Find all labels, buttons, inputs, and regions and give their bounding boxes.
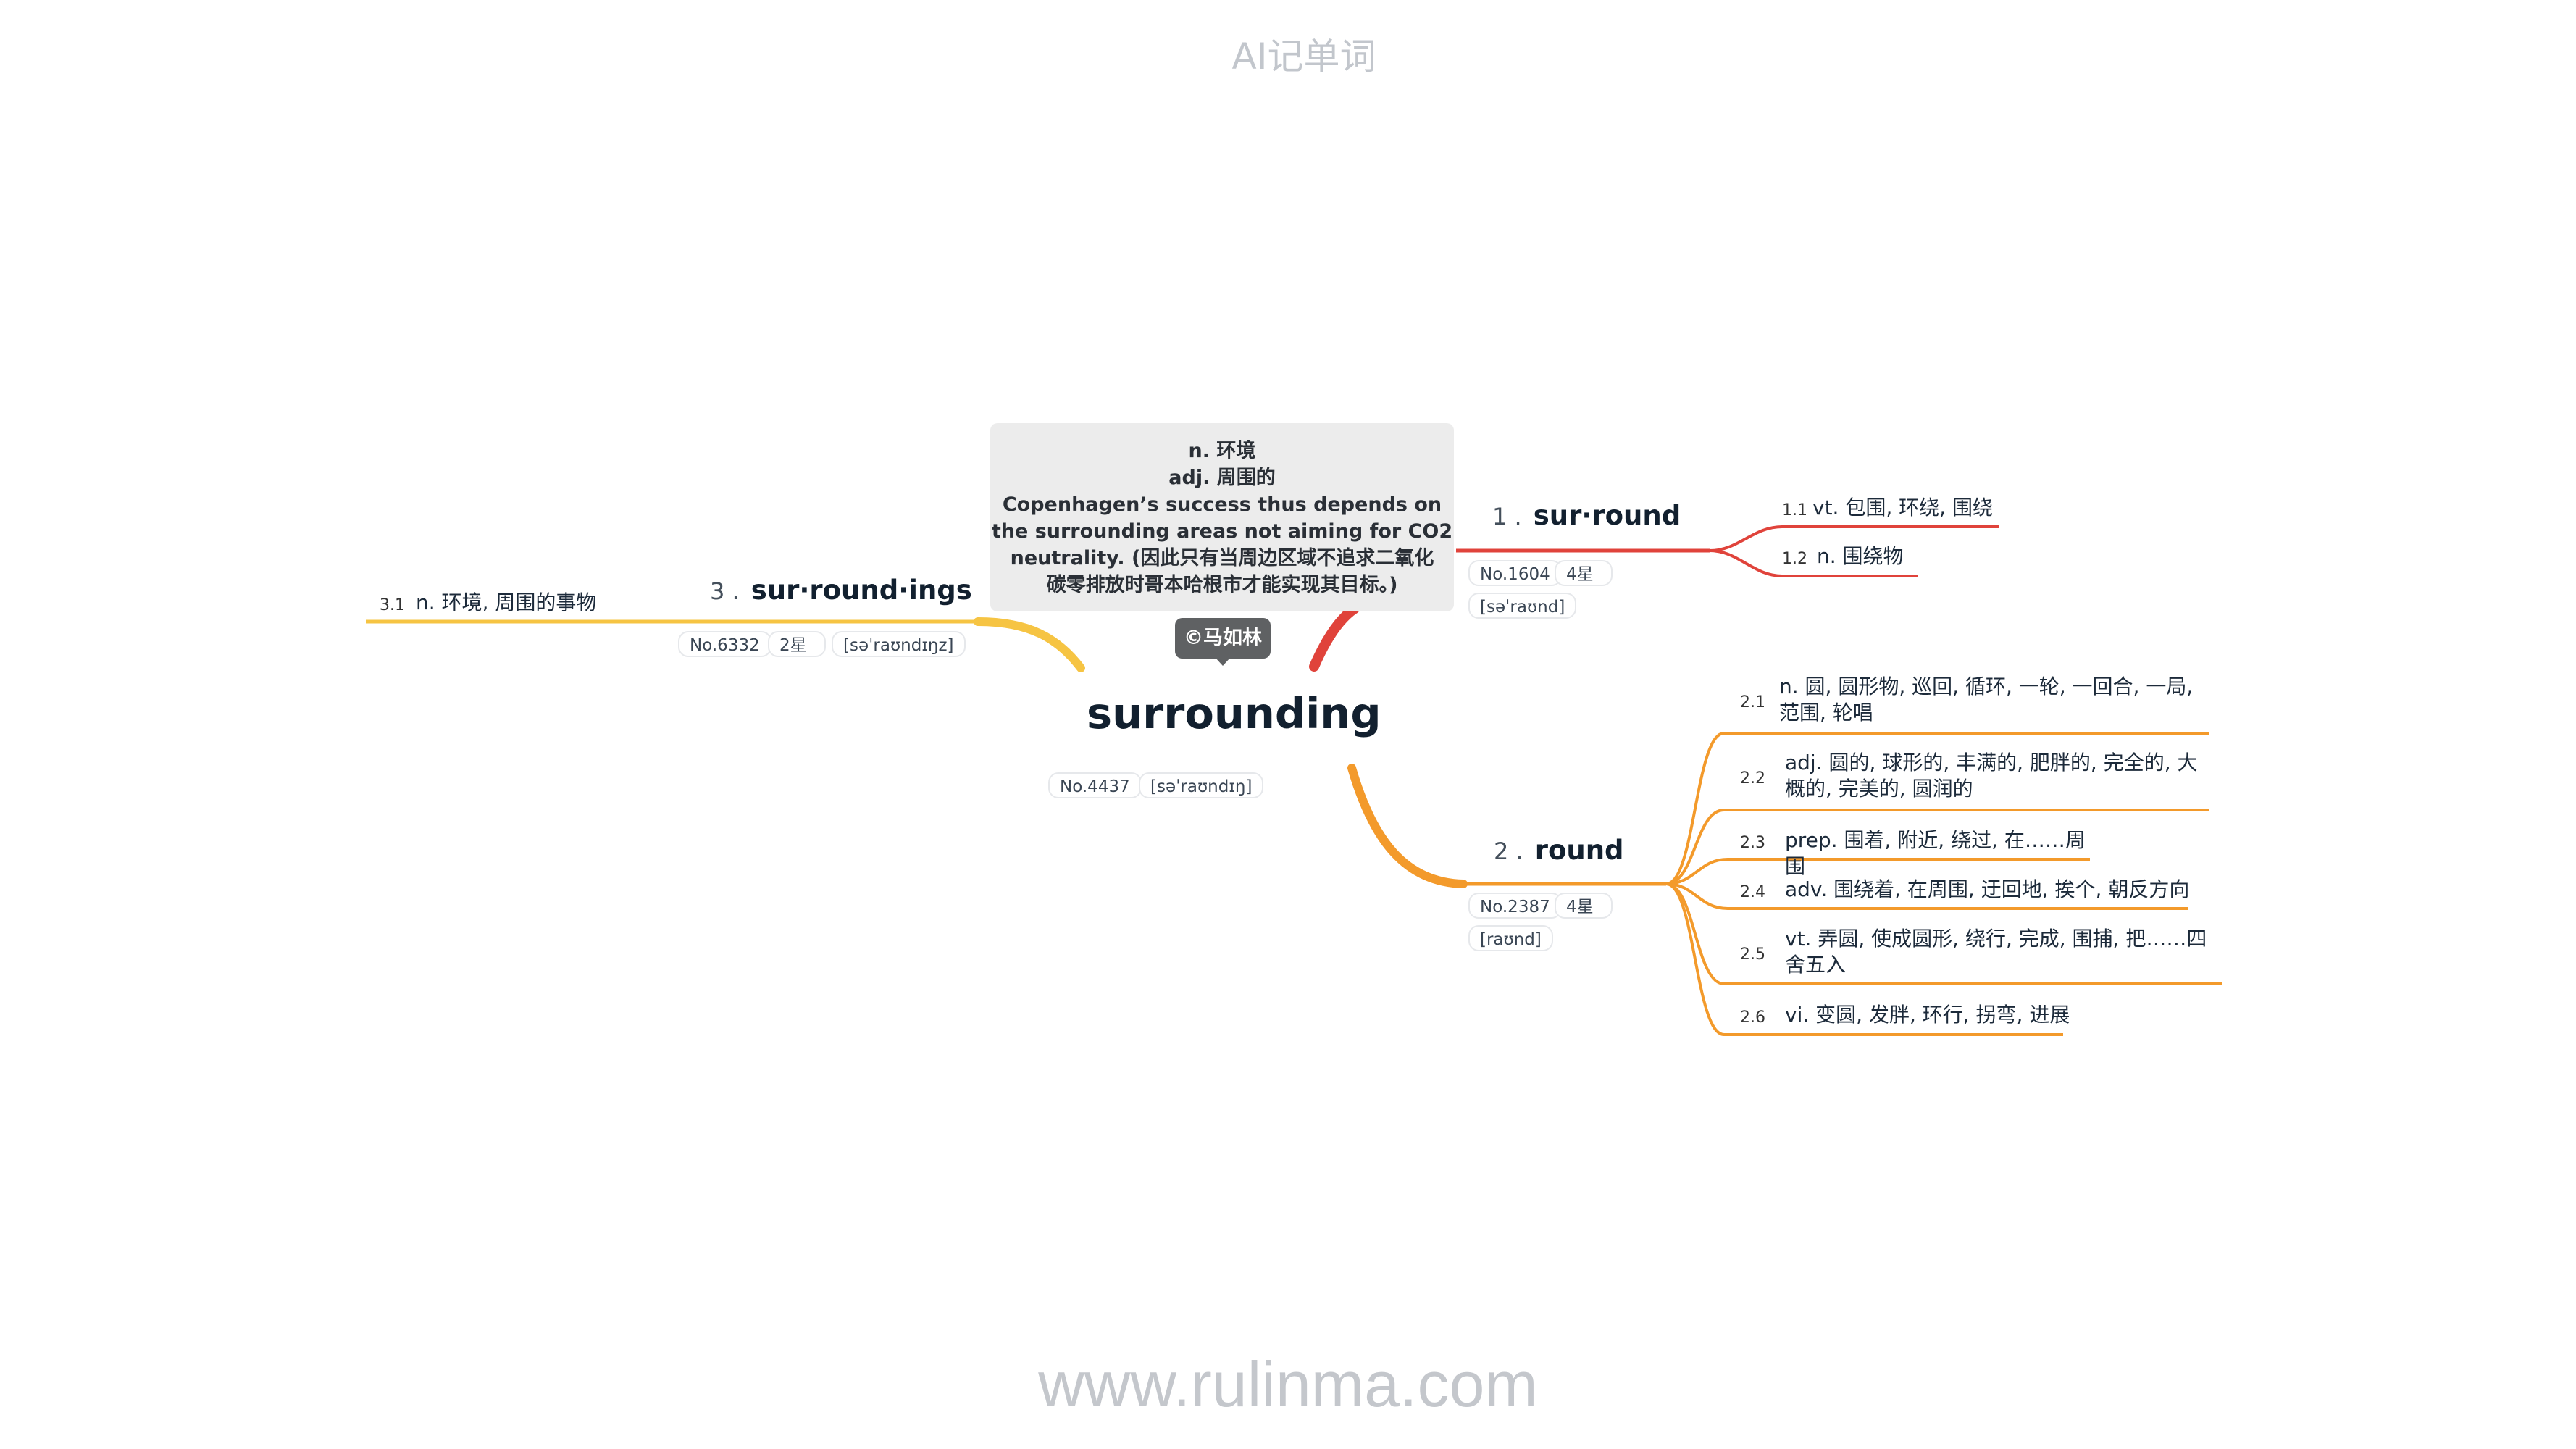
branch-3-phonetic-pill: [səˈraʊndɪŋz] [832,631,966,657]
branch-2-phonetic-pill: [raʊnd] [1468,925,1553,951]
leaf-text: vi. 变圆, 发胖, 环行, 拐弯, 进展 [1785,1003,2070,1027]
leaf-2-1[interactable]: 2.1 n. 圆, 圆形物, 巡回, 循环, 一轮, 一回合, 一局, 范围, … [1740,674,2211,729]
leaf-number: 1.1 [1782,501,1807,519]
leaf-text: adj. 圆的, 球形的, 丰满的, 肥胖的, 完全的, 大概的, 完美的, 圆… [1785,751,2198,801]
app-title: AI记单词 [1231,36,1376,78]
branch-1-stars-pill: 4星 [1555,560,1613,586]
note-line: Copenhagen’s success thus depends on [1002,493,1442,516]
branch-number: 2 . [1494,838,1523,865]
leaf-text: vt. 弄圆, 使成圆形, 绕行, 完成, 围捕, 把……四舍五入 [1785,927,2207,977]
leaf-1-1[interactable]: 1.1 vt. 包围, 环绕, 围绕 [1782,495,2014,524]
branch-3-stars-pill: 2星 [768,631,826,657]
copyright-badge: ©马如林 [1175,618,1271,659]
leaf-number: 1.2 [1782,550,1807,568]
branch-2-stars-pill: 4星 [1555,893,1613,919]
branch-word: sur·round·ings [750,575,972,606]
connector-branch-2-leaf-5 [1665,882,2222,985]
leaf-text: n. 环境, 周围的事物 [416,590,597,614]
leaf-number: 2.3 [1740,834,1765,852]
leaf-2-3[interactable]: 2.3 prep. 围着, 附近, 绕过, 在……周围 [1740,827,2102,878]
note-line: n. 环境 [1188,440,1256,462]
center-number-pill: No.4437 [1048,772,1142,798]
note-line: adj. 周围的 [1168,467,1276,489]
leaf-number: 2.1 [1740,693,1765,711]
leaf-2-4[interactable]: 2.4 adv. 围绕着, 在周围, 迂回地, 挨个, 朝反方向 [1740,877,2204,906]
note-line: neutrality. (因此只有当周边区域不追求二氧化 [1010,547,1434,569]
branch-3-node[interactable]: 3 . sur·round·ings [710,575,972,606]
leaf-text: vt. 包围, 环绕, 围绕 [1812,496,1993,519]
branch-3-number-pill: No.6332 [678,631,771,657]
connector-branch-1-leaf-1 [1709,525,1999,552]
definition-note: n. 环境 adj. 周围的 Copenhagen’s success thus… [990,423,1454,611]
leaf-number: 2.2 [1740,769,1765,788]
branch-word: round [1534,835,1624,866]
connector-branch-2-leaf-1 [1665,732,2209,885]
branch-2-node[interactable]: 2 . round [1494,835,1624,866]
center-word[interactable]: surrounding [1087,688,1381,738]
leaf-text: n. 围绕物 [1817,544,1904,568]
leaf-number: 3.1 [380,596,405,614]
leaf-text: adv. 围绕着, 在周围, 迂回地, 挨个, 朝反方向 [1785,877,2190,901]
leaf-2-2[interactable]: 2.2 adj. 圆的, 球形的, 丰满的, 肥胖的, 完全的, 大概的, 完美… [1740,750,2211,805]
branch-2-number-pill: No.2387 [1468,893,1562,919]
center-phonetic-pill: [səˈraʊndɪŋ] [1139,772,1264,798]
connector-branch-1-leaf-2 [1709,549,1918,577]
note-line: the surrounding areas not aiming for CO2 [991,520,1453,543]
leaf-number: 2.5 [1740,945,1765,964]
leaf-text: prep. 围着, 附近, 绕过, 在……周围 [1785,828,2086,878]
leaf-text: n. 圆, 圆形物, 巡回, 循环, 一轮, 一回合, 一局, 范围, 轮唱 [1779,675,2194,724]
footer-url: www.rulinma.com [1038,1348,1538,1420]
connector-center-branch-1 [1309,604,1360,672]
leaf-number: 2.4 [1740,883,1765,901]
connector-branch-2-leaf-4 [1665,882,2188,910]
connector-branch-2-leaf-3 [1665,858,2090,885]
branch-1-number-pill: No.1604 [1468,560,1562,586]
badge-pointer [1215,657,1231,666]
connector-branch-2-leaf-6 [1665,882,2063,1036]
leaf-number: 2.6 [1740,1009,1765,1027]
leaf-1-2[interactable]: 1.2 n. 围绕物 [1782,543,1927,572]
branch-number: 1 . [1492,503,1522,530]
branch-1-node[interactable]: 1 . sur·round [1492,500,1681,531]
leaf-3-1[interactable]: 3.1 n. 环境, 周围的事物 [380,590,611,619]
connector-center-branch-2 [1347,764,1468,888]
connector-center-branch-3 [974,617,1085,672]
branch-1-phonetic-pill: [səˈraʊnd] [1468,593,1577,619]
leaf-2-5[interactable]: 2.5 vt. 弄圆, 使成圆形, 绕行, 完成, 围捕, 把……四舍五入 [1740,926,2225,981]
leaf-2-6[interactable]: 2.6 vi. 变圆, 发胖, 环行, 拐弯, 进展 [1740,1002,2073,1031]
branch-word: sur·round [1533,500,1681,531]
branch-number: 3 . [710,577,740,605]
connector-branch-2-leaf-2 [1665,809,2209,885]
note-line: 碳零排放时哥本哈根市才能实现其目标。) [1046,574,1398,596]
